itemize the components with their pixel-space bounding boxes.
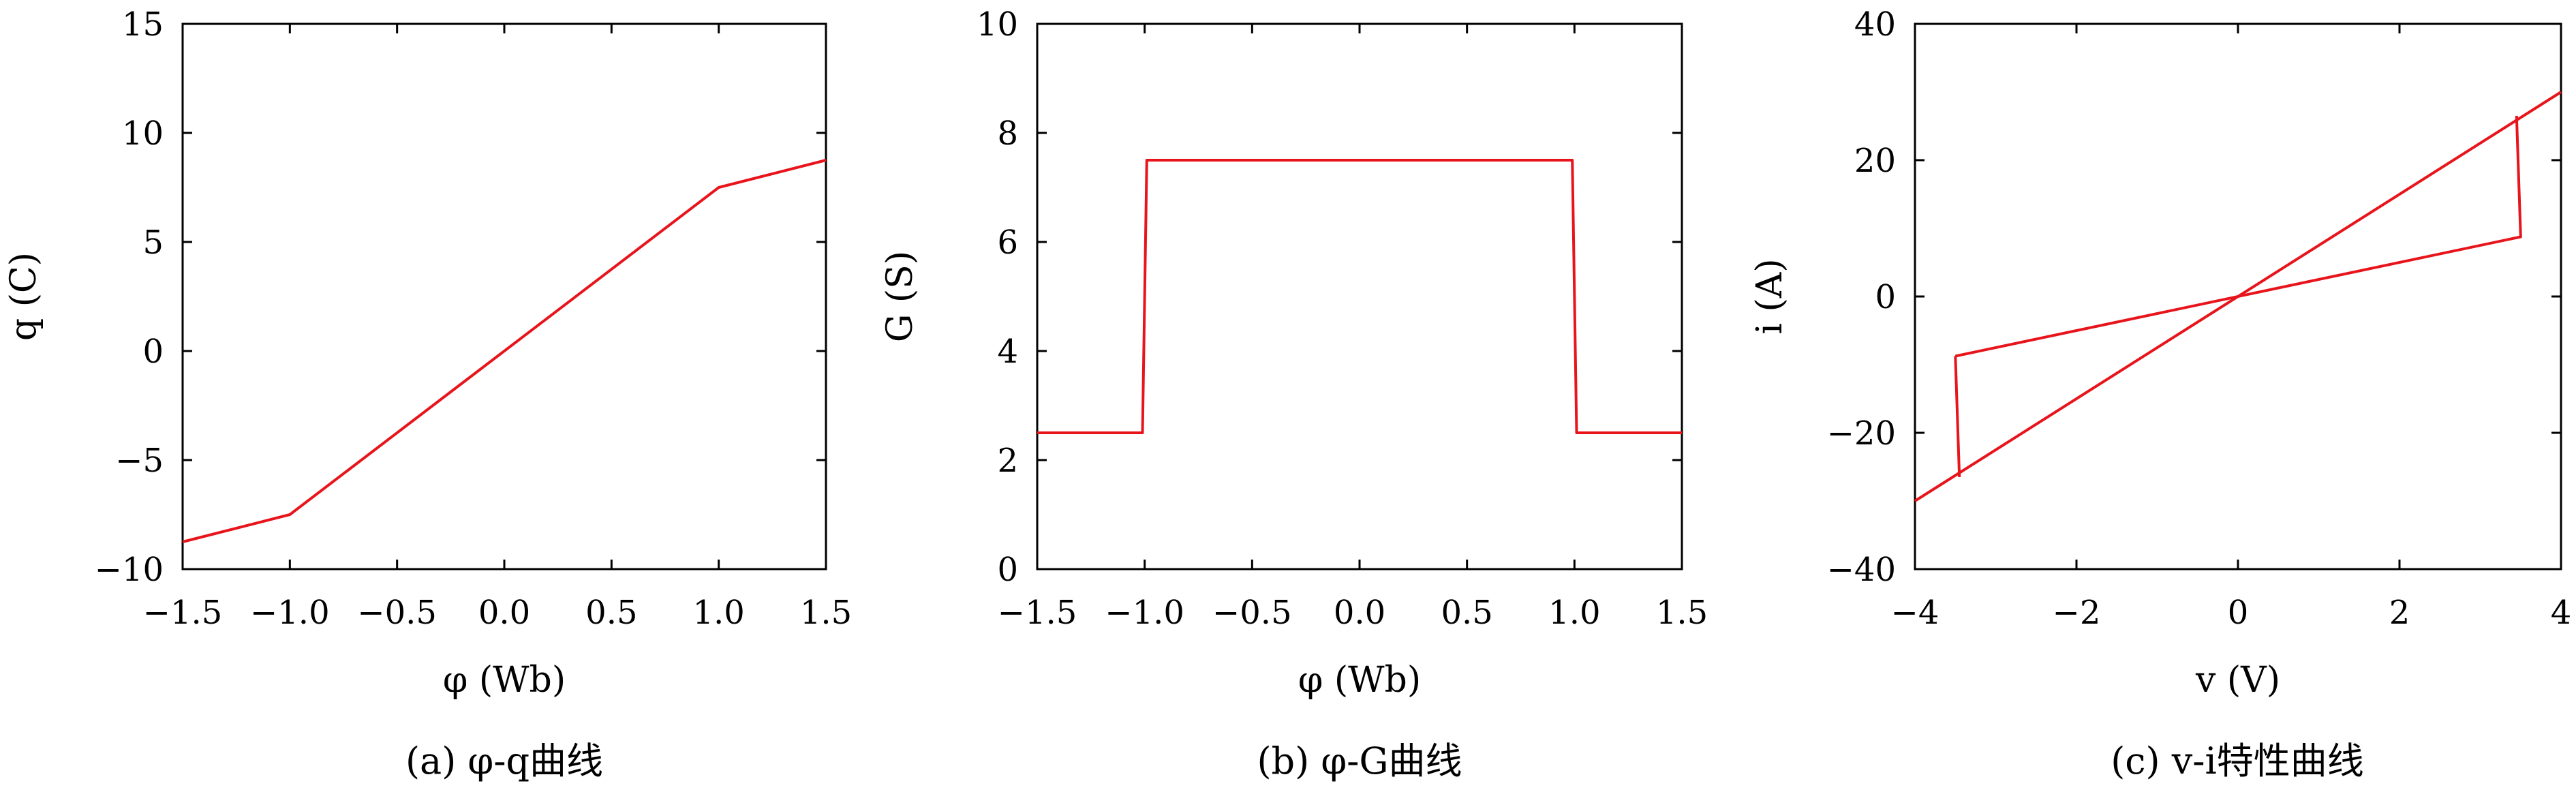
series-line <box>1037 159 1682 434</box>
y-tick-label: 2 <box>997 442 1018 480</box>
y-tick-label: −10 <box>95 551 164 589</box>
y-tick-label: 10 <box>122 115 164 153</box>
series-line <box>1954 356 1961 478</box>
y-tick-label: −5 <box>115 442 164 480</box>
x-tick-label: 0.5 <box>1441 594 1492 632</box>
x-axis-label: φ (Wb) <box>1298 660 1421 701</box>
y-tick-label: 20 <box>1854 142 1896 180</box>
x-tick-label: 4 <box>2551 594 2572 632</box>
x-tick-label: −1.5 <box>143 594 223 632</box>
x-tick-label: 0.5 <box>585 594 637 632</box>
x-tick-label: 0.0 <box>1334 594 1385 632</box>
x-tick-label: −4 <box>1891 594 1939 632</box>
x-tick-label: 2 <box>2389 594 2410 632</box>
y-tick-label: 0 <box>142 333 164 371</box>
y-axis-label: i (A) <box>1749 258 1790 334</box>
y-tick-label: −40 <box>1827 551 1896 589</box>
x-tick-label: 1.5 <box>1656 594 1708 632</box>
x-tick-label: 1.0 <box>1548 594 1600 632</box>
y-tick-label: 4 <box>997 333 1018 371</box>
series-line <box>1954 115 2522 358</box>
x-tick-label: −1.5 <box>998 594 1077 632</box>
x-tick-label: −1.0 <box>250 594 330 632</box>
y-tick-label: −20 <box>1827 414 1896 453</box>
chart-panel-0: −1.5 −1.0 −0.5 0.0 0.5 1.0 1.5 −10 −5 0 5 10 15 φ (Wb… <box>3 5 852 782</box>
x-axis-label: φ (Wb) <box>443 660 566 701</box>
y-axis-label: q (C) <box>3 252 44 341</box>
x-tick-label: 1.0 <box>692 594 744 632</box>
x-tick-label: 1.5 <box>800 594 852 632</box>
y-tick-label: 40 <box>1854 5 1896 44</box>
y-tick-label: 6 <box>997 224 1018 262</box>
subfigure-caption: (c) v-i特性曲线 <box>2111 740 2364 782</box>
x-tick-label: −0.5 <box>1212 594 1292 632</box>
x-tick-label: −2 <box>2053 594 2101 632</box>
x-tick-label: 0.0 <box>478 594 530 632</box>
y-tick-label: 0 <box>997 551 1018 589</box>
x-tick-label: −0.5 <box>357 594 437 632</box>
x-axis-label: v (V) <box>2195 660 2280 701</box>
y-tick-label: 15 <box>122 5 164 44</box>
y-axis-label: G (S) <box>880 251 921 342</box>
x-tick-label: −1.0 <box>1105 594 1184 632</box>
series-line <box>182 159 827 543</box>
plot-frame <box>1036 22 1683 570</box>
y-tick-label: 5 <box>142 224 164 262</box>
y-tick-label: 8 <box>997 115 1018 153</box>
x-tick-label: 0 <box>2228 594 2249 632</box>
chart-panel-1: −1.5 −1.0 −0.5 0.0 0.5 1.0 1.5 0 2 4 6 8 10 φ (Wb) G (… <box>880 5 1708 782</box>
subfigure-caption: (a) φ-q曲线 <box>405 740 603 782</box>
y-tick-label: 10 <box>977 5 1018 44</box>
plot-frame <box>181 22 827 570</box>
subfigure-caption: (b) φ-G曲线 <box>1257 740 1462 782</box>
y-tick-label: 0 <box>1875 278 1896 316</box>
